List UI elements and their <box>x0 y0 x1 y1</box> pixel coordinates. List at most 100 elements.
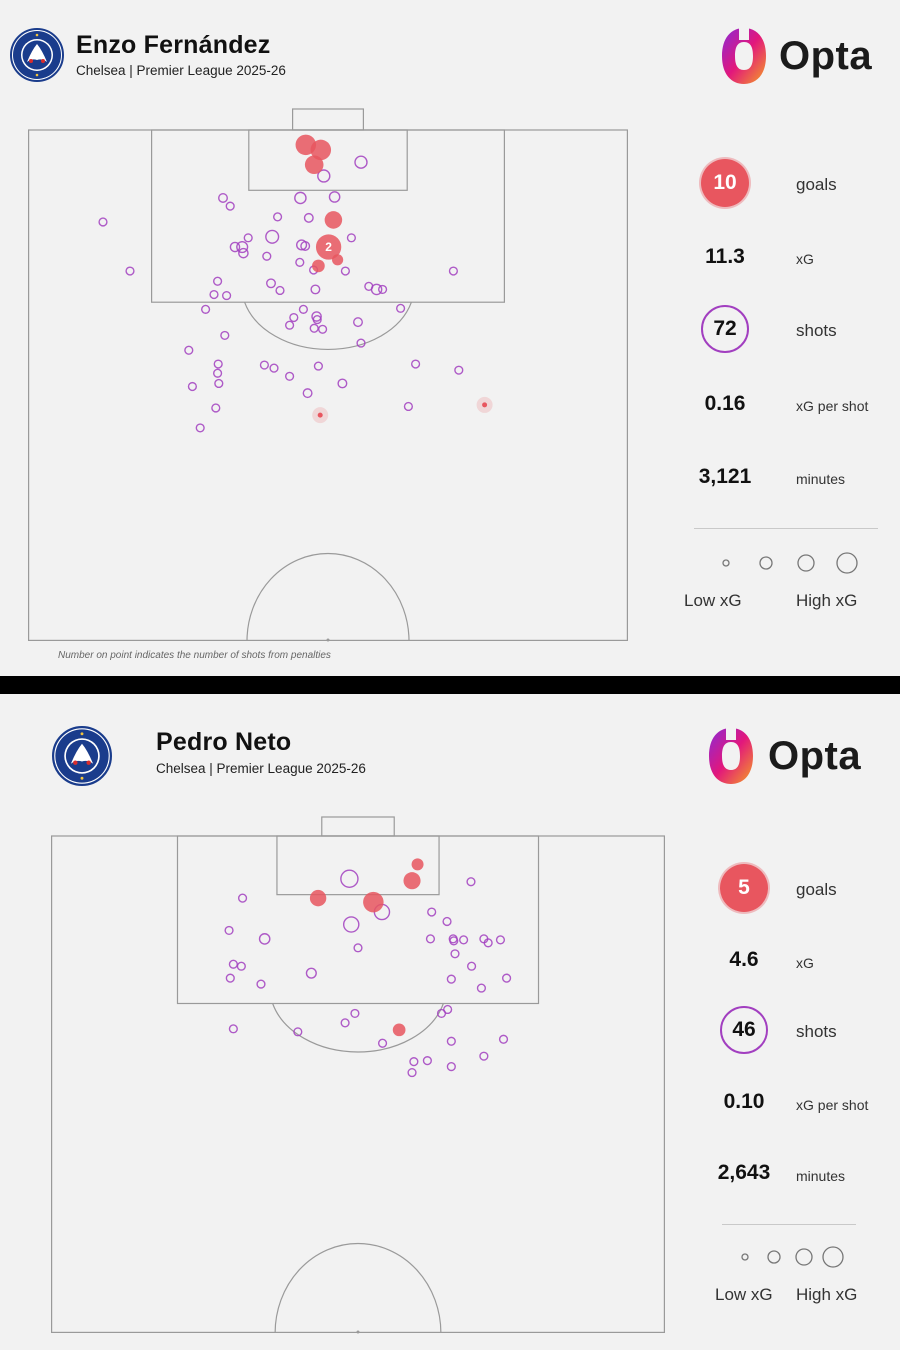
shot-marker <box>446 974 456 984</box>
xg-value: 4.6 <box>729 948 759 971</box>
minutes-label: minutes <box>796 1168 846 1184</box>
shot-map-pitch: 2 <box>28 108 628 642</box>
xg-size-legend <box>722 552 858 574</box>
shot-marker <box>337 378 348 389</box>
shot-marker <box>442 916 452 927</box>
shot-marker <box>396 303 406 313</box>
goal-marker <box>309 889 327 907</box>
pitch-outline <box>51 835 665 1333</box>
shot-marker <box>353 943 363 953</box>
shot-marker <box>262 251 272 261</box>
goals-label: goals <box>796 175 837 194</box>
shot-marker <box>229 241 241 253</box>
shot-marker <box>228 1024 238 1034</box>
shot-marker <box>350 1008 360 1019</box>
legend-high-label: High xG <box>796 591 858 610</box>
shot-marker <box>213 368 223 378</box>
six-yard-box <box>248 129 408 191</box>
shot-marker <box>98 217 108 227</box>
shot-marker <box>310 284 321 295</box>
shot-marker <box>436 1008 447 1019</box>
shot-marker <box>269 363 279 373</box>
shot-marker <box>411 359 421 369</box>
shot-marker <box>313 361 323 371</box>
xg-per-shot-value: 0.10 <box>723 1090 765 1113</box>
player-subtitle: Chelsea | Premier League 2025-26 <box>76 63 286 78</box>
shot-marker <box>340 1018 350 1028</box>
shot-marker <box>340 869 359 888</box>
goals-label: goals <box>796 880 837 899</box>
goal-marker <box>317 412 323 418</box>
legend-circle-s <box>767 1250 781 1264</box>
shot-marker <box>466 961 477 971</box>
shot-marker <box>300 241 311 251</box>
shot-marker <box>370 283 383 296</box>
shot-marker <box>483 938 493 948</box>
shot-marker <box>476 983 487 993</box>
shot-marker <box>201 304 211 314</box>
shot-marker <box>454 365 464 375</box>
legend-low-label: Low xG <box>715 1285 773 1304</box>
shot-marker <box>425 934 436 944</box>
goal-marker <box>403 872 421 890</box>
shot-marker <box>498 1034 509 1044</box>
shot-marker <box>311 311 322 322</box>
goal-marker <box>312 259 325 273</box>
goal-marker <box>310 139 332 161</box>
shot-marker <box>211 403 221 413</box>
shot-marker <box>422 1056 432 1066</box>
shot-marker <box>354 155 368 169</box>
xg-size-legend <box>741 1246 844 1268</box>
shot-marker <box>328 191 341 203</box>
shot-marker <box>213 276 223 286</box>
stats-divider <box>722 1224 856 1225</box>
xg-label: xG <box>796 955 814 971</box>
shot-marker <box>228 959 238 969</box>
shot-marker <box>275 285 285 296</box>
xg-label: xG <box>796 251 814 267</box>
shot-marker <box>225 973 235 983</box>
goal-marker <box>363 891 384 913</box>
shot-marker <box>501 973 512 983</box>
shot-marker <box>125 266 135 276</box>
legend-circle-s <box>759 556 773 570</box>
shot-marker <box>309 323 319 333</box>
opta-logo-icon <box>709 726 753 784</box>
pitch-outline <box>28 129 628 641</box>
shot-marker <box>218 192 228 203</box>
shots-label: shots <box>796 321 837 340</box>
centre-circle <box>246 552 410 642</box>
shot-marker <box>225 201 235 211</box>
shot-marker <box>289 312 299 323</box>
player-panel-2: Pedro Neto Chelsea | Premier League 2025… <box>0 694 900 1350</box>
shot-marker <box>446 1062 456 1072</box>
shot-marker <box>187 381 197 392</box>
player-subtitle: Chelsea | Premier League 2025-26 <box>156 761 366 776</box>
shot-marker <box>256 979 266 989</box>
panel-divider <box>0 676 900 694</box>
six-yard-box <box>276 835 440 896</box>
shot-marker <box>377 1038 388 1048</box>
shot-marker <box>294 191 307 205</box>
shot-marker <box>298 304 308 314</box>
shot-marker <box>265 229 280 244</box>
shot-marker <box>295 257 305 267</box>
shot-marker <box>466 877 476 887</box>
player-name: Pedro Neto <box>156 728 292 756</box>
shot-marker <box>409 1057 419 1067</box>
legend-circle-l <box>822 1246 844 1268</box>
goal-marker <box>304 155 324 175</box>
goal-frame <box>292 108 365 131</box>
minutes-value: 3,121 <box>698 465 752 488</box>
shot-marker <box>403 401 413 412</box>
shot-marker <box>238 247 249 259</box>
minutes-label: minutes <box>796 471 846 487</box>
shot-marker <box>495 935 506 945</box>
shot-marker <box>214 378 224 389</box>
goal-marker <box>324 211 343 229</box>
shot-marker <box>293 1027 303 1037</box>
shot-marker <box>427 907 437 917</box>
shot-marker <box>318 324 328 334</box>
shot-marker <box>340 266 350 276</box>
shot-marker <box>236 961 246 971</box>
